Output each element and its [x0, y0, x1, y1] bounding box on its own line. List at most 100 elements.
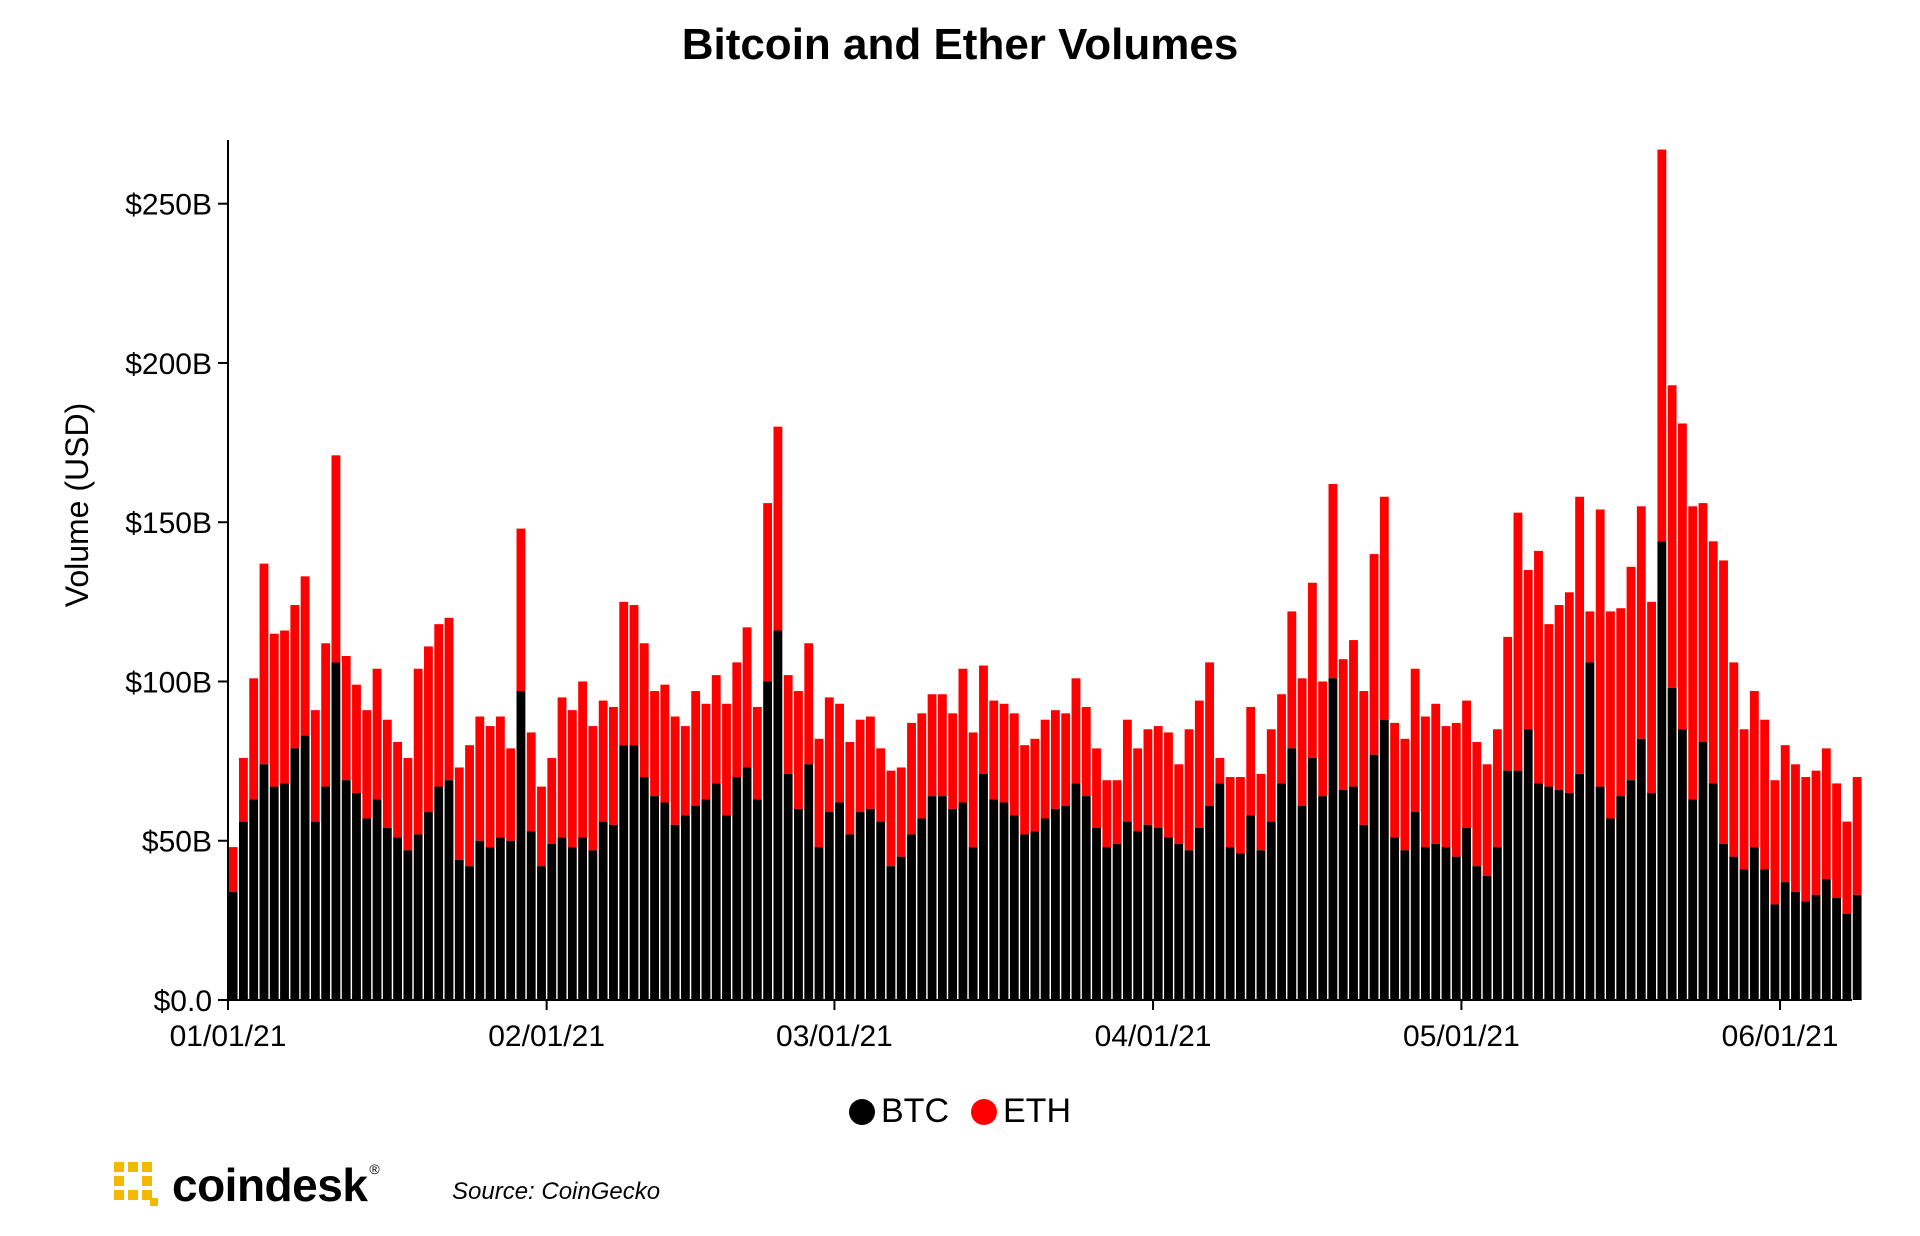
bar-btc	[1297, 805, 1307, 1000]
bar-eth	[495, 716, 505, 838]
bar-eth	[1081, 706, 1091, 797]
bar-btc	[526, 831, 536, 1000]
bar-eth	[742, 627, 752, 768]
bar-btc	[670, 824, 680, 1000]
bar-eth	[1297, 678, 1307, 806]
bar-btc	[1729, 856, 1739, 1000]
bar-eth	[1205, 662, 1215, 806]
bar-btc	[475, 840, 485, 1000]
bar-eth	[598, 700, 608, 822]
bar-btc	[1739, 869, 1749, 1000]
bar-eth	[629, 605, 639, 746]
bar-btc	[722, 815, 731, 1000]
bar-eth	[424, 646, 433, 813]
bar-btc	[865, 808, 875, 1000]
legend-item-eth[interactable]: ETH	[971, 1092, 1071, 1131]
bar-eth	[557, 697, 567, 838]
bar-eth	[1379, 496, 1389, 720]
bar-eth	[1770, 780, 1780, 905]
bar-btc	[1544, 786, 1554, 1000]
bar-eth	[1307, 582, 1317, 758]
bar-btc	[1719, 843, 1728, 1000]
bar-eth	[1050, 710, 1060, 809]
bar-btc	[1821, 878, 1831, 1000]
bar-btc	[506, 840, 516, 1000]
bar-eth	[1040, 719, 1050, 819]
bar-eth	[1482, 764, 1492, 876]
bar-btc	[742, 767, 752, 1000]
bar-eth	[280, 630, 289, 784]
bar-btc	[1040, 818, 1050, 1000]
bar-eth	[979, 665, 988, 774]
bar-eth	[1225, 777, 1235, 848]
legend-label-eth: ETH	[1003, 1092, 1071, 1130]
x-tick-label: 06/01/21	[1722, 1020, 1839, 1053]
bar-eth	[259, 563, 269, 765]
bar-eth	[609, 706, 618, 825]
bar-eth	[1020, 745, 1030, 835]
bar-eth	[1071, 678, 1081, 784]
bar-eth	[1554, 605, 1564, 790]
bar-eth	[732, 662, 742, 778]
bar-eth	[1595, 509, 1605, 787]
bar-eth	[1616, 608, 1626, 797]
bar-btc	[537, 866, 546, 1000]
bar-eth	[331, 455, 341, 663]
legend-marker-btc	[849, 1098, 875, 1125]
bar-btc	[1811, 894, 1821, 1000]
bar-eth	[290, 605, 300, 749]
bar-eth	[835, 703, 844, 803]
bar-btc	[1379, 719, 1389, 1000]
brand-name: coindesk	[172, 1159, 368, 1211]
bar-eth	[1760, 719, 1770, 870]
bar-eth	[1719, 560, 1728, 844]
bar-btc	[907, 834, 916, 1000]
bar-btc	[465, 866, 474, 1000]
bar-btc	[1410, 812, 1420, 1000]
bar-btc	[1092, 828, 1101, 1000]
bar-eth	[1636, 506, 1646, 739]
bar-eth	[238, 757, 248, 822]
bar-eth	[824, 697, 834, 813]
bar-btc	[979, 773, 988, 1000]
bar-eth	[1606, 611, 1615, 819]
bar-btc	[1256, 850, 1266, 1000]
bar-btc	[917, 818, 927, 1000]
bar-btc	[444, 780, 454, 1000]
bar-btc	[1575, 773, 1585, 1000]
bar-eth	[1277, 694, 1286, 784]
bar-btc	[1677, 729, 1687, 1000]
bar-btc	[989, 799, 999, 1000]
bar-eth	[1729, 662, 1739, 857]
bar-eth	[249, 678, 259, 800]
bar-btc	[1020, 834, 1030, 1000]
bar-eth	[1153, 726, 1163, 828]
bar-btc	[578, 837, 588, 1000]
legend-item-btc[interactable]: BTC	[849, 1092, 949, 1131]
bar-eth	[701, 703, 711, 800]
bar-btc	[1564, 792, 1574, 1000]
bar-eth	[1626, 566, 1636, 781]
registered-mark: ®	[369, 1161, 380, 1177]
bar-eth	[465, 745, 474, 867]
bar-eth	[1092, 748, 1101, 828]
bar-btc	[886, 866, 896, 1000]
bar-btc	[321, 786, 331, 1000]
bar-btc	[1636, 738, 1646, 1000]
bar-eth	[1349, 640, 1358, 787]
bar-eth	[937, 694, 947, 797]
bar-btc	[629, 745, 639, 1000]
bar-btc	[249, 799, 259, 1000]
bar-btc	[1791, 891, 1800, 1000]
bar-eth	[1513, 512, 1523, 771]
bar-btc	[300, 735, 310, 1000]
bar-btc	[1462, 828, 1471, 1000]
bar-eth	[896, 767, 906, 857]
legend-marker-eth	[971, 1098, 997, 1125]
bar-btc	[1143, 824, 1153, 1000]
bar-btc	[1287, 748, 1297, 1000]
bar-eth	[1266, 729, 1276, 822]
coindesk-logo: coindesk ®	[112, 1158, 380, 1212]
bar-eth	[660, 684, 670, 803]
